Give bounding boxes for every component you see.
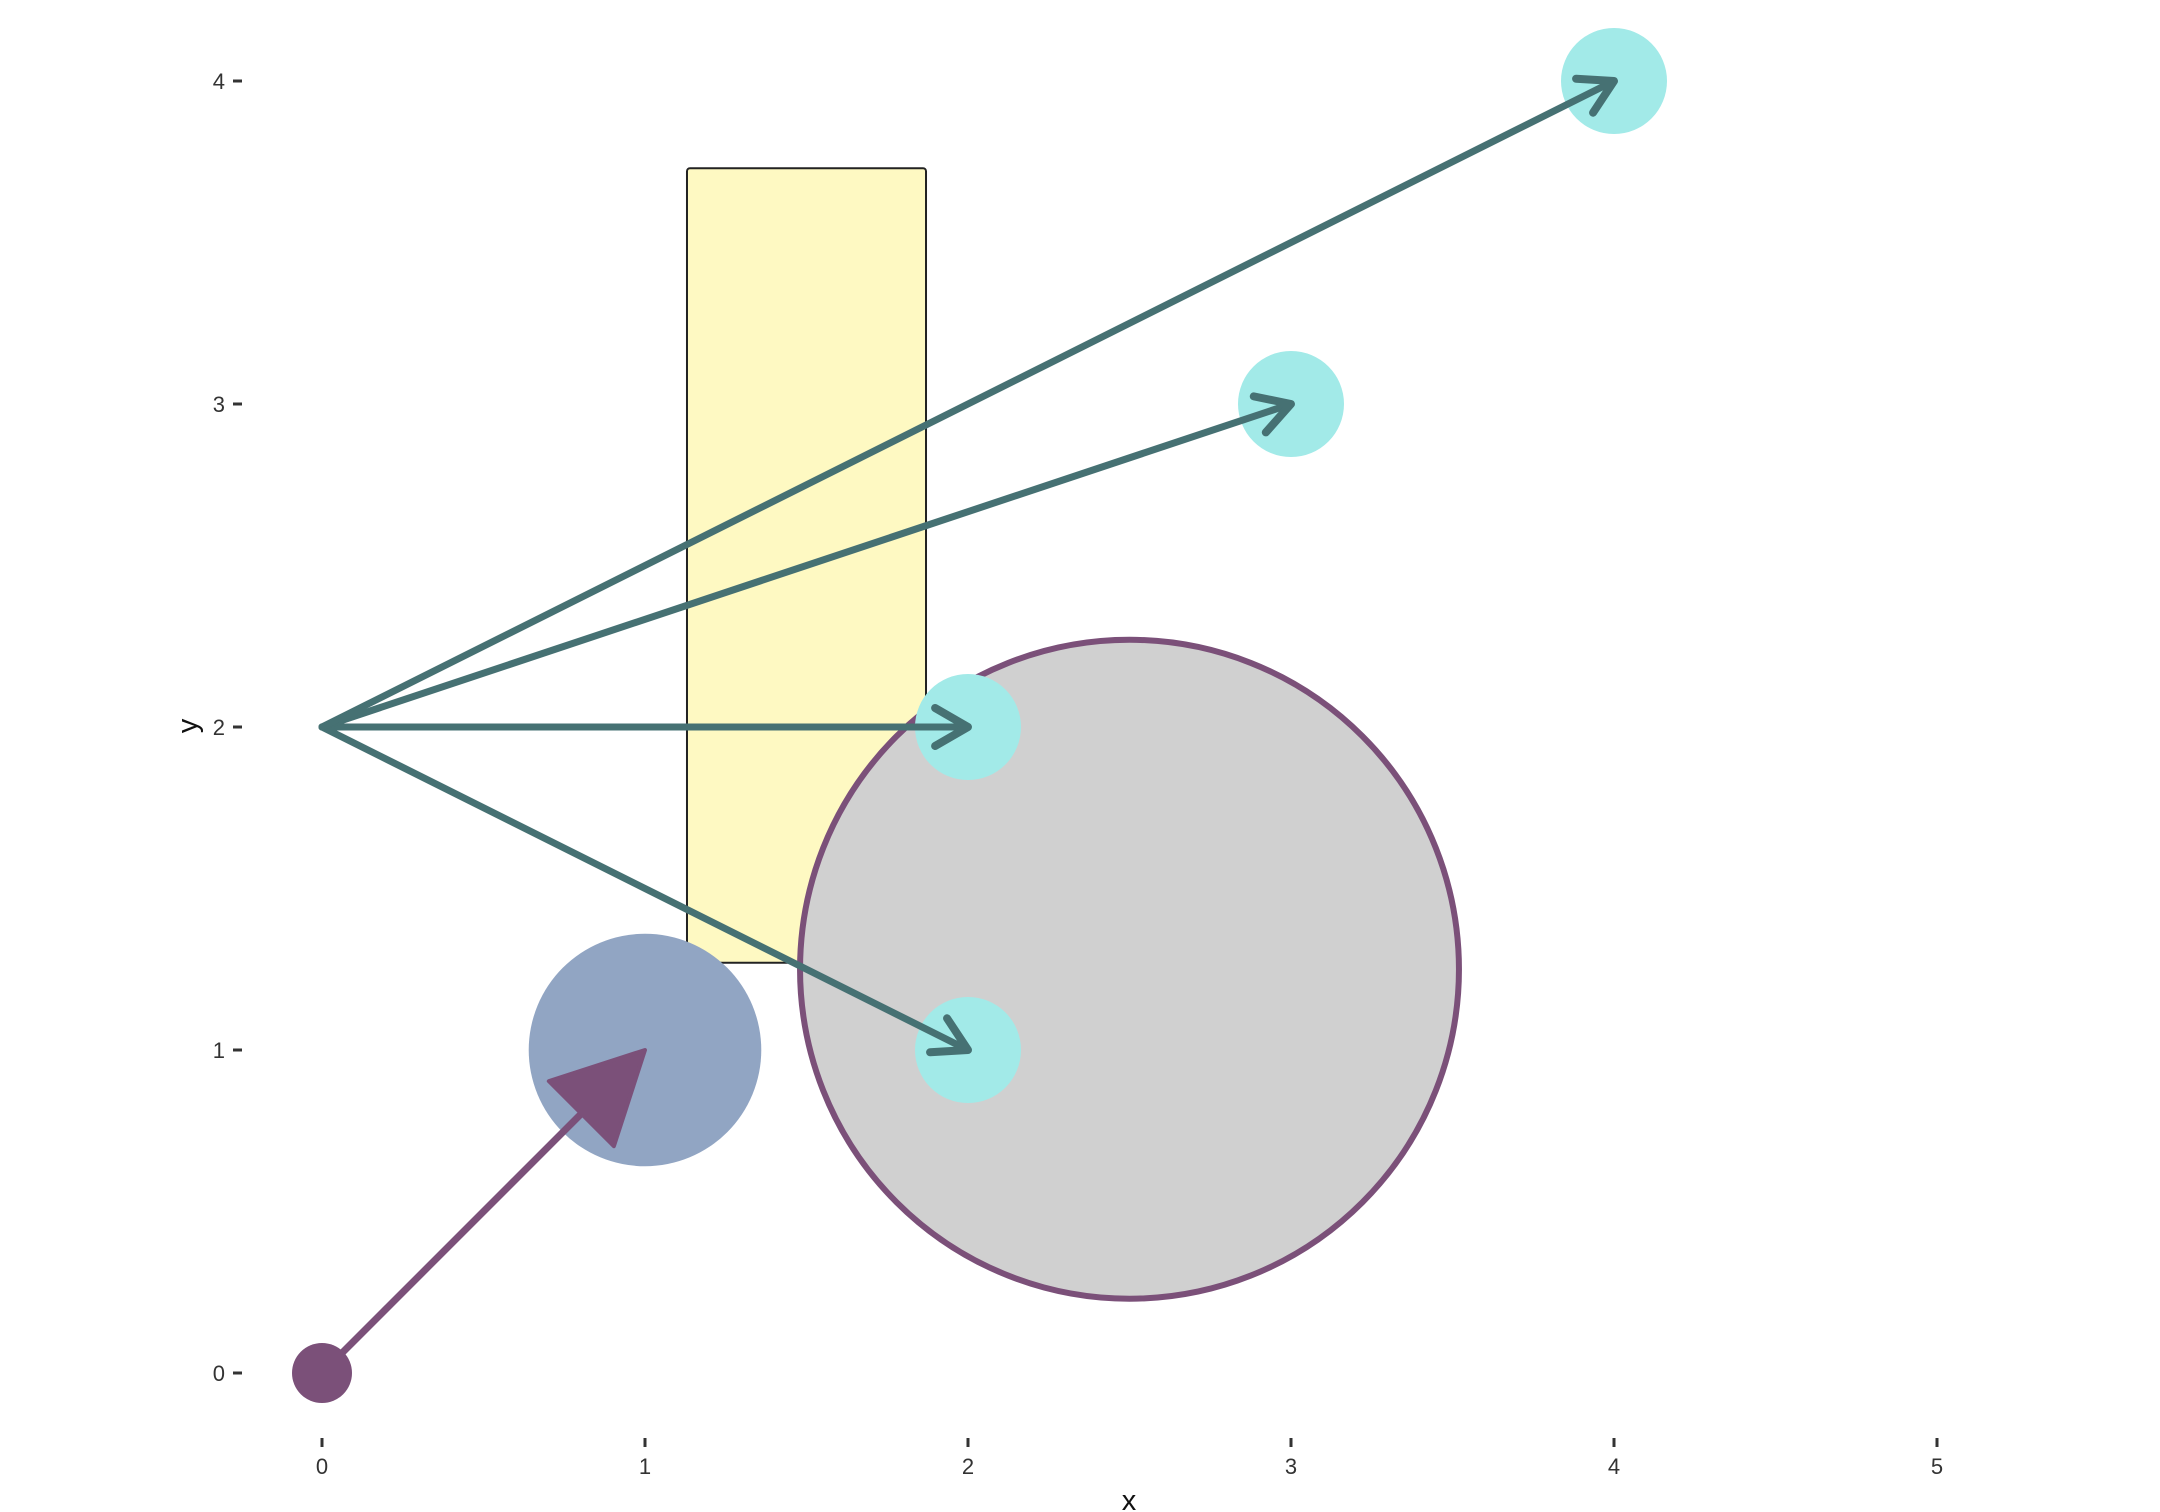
teal-arrow-0 xyxy=(318,723,972,1057)
x-tick-label-2: 2 xyxy=(962,1454,974,1479)
teal-arrow-2 xyxy=(318,392,1295,731)
teal-arrow-shaft-0 xyxy=(318,723,972,1054)
x-tick-label-4: 4 xyxy=(1608,1454,1620,1479)
y-tick-label-1: 1 xyxy=(213,1038,225,1063)
purple-origin-point xyxy=(292,1343,352,1403)
teal-arrow-3 xyxy=(318,74,1618,731)
y-tick-label-0: 0 xyxy=(213,1361,225,1386)
x-tick-label-0: 0 xyxy=(316,1454,328,1479)
teal-arrow-head-3 xyxy=(1572,74,1618,117)
y-axis-ticks: 0 1 2 3 4 xyxy=(213,69,242,1386)
shapes-layer xyxy=(292,28,1667,1403)
y-tick-label-3: 3 xyxy=(213,392,225,417)
x-tick-label-1: 1 xyxy=(639,1454,651,1479)
purple-arrow xyxy=(318,1048,647,1377)
teal-arrow-head-0 xyxy=(926,1014,972,1057)
large-gray-circle xyxy=(797,636,1462,1302)
teal-arrow-head-2 xyxy=(1249,392,1295,437)
x-tick-label-3: 3 xyxy=(1285,1454,1297,1479)
y-tick-label-4: 4 xyxy=(213,69,225,94)
purple-arrow-head xyxy=(546,1048,647,1149)
x-axis-ticks: 0 1 2 3 4 5 xyxy=(316,1438,1943,1479)
axes-layer: 0 1 2 3 4 5 0 1 2 3 4 x y xyxy=(172,69,1943,1512)
y-axis-title: y xyxy=(172,718,204,733)
x-tick-label-5: 5 xyxy=(1931,1454,1943,1479)
x-axis-title: x xyxy=(1122,1485,1137,1512)
teal-arrow-head-1 xyxy=(931,704,972,750)
y-tick-label-2: 2 xyxy=(213,715,225,740)
teal-arrow-shaft-3 xyxy=(318,77,1618,731)
teal-arrow-shaft-2 xyxy=(318,400,1295,731)
purple-arrow-shaft xyxy=(318,1110,585,1377)
teal-arrow-1 xyxy=(318,704,972,750)
